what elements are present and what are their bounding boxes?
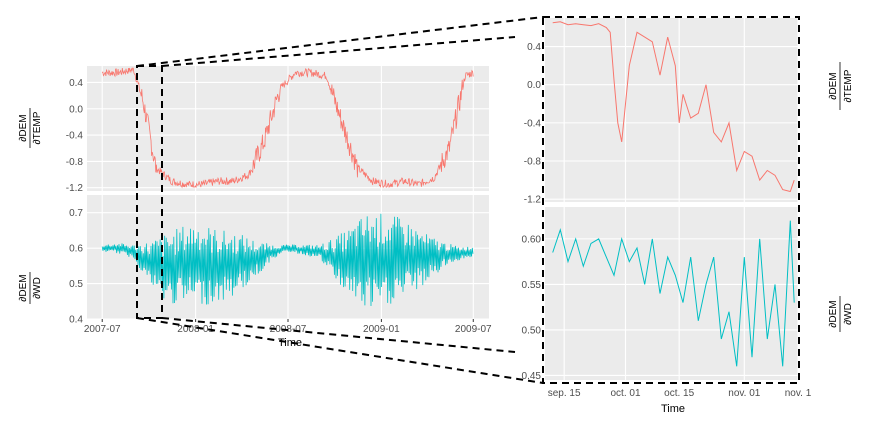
y-tick-label: 0.7 <box>69 208 83 219</box>
zoom-line-top-2 <box>161 36 516 67</box>
y-tick-label: 0.55 <box>522 280 542 291</box>
left-temp-y-ticks: 0.4 0.0 -0.4 -0.8 -1.2 <box>66 78 84 194</box>
right-x-axis-title: Time <box>661 403 685 415</box>
y-tick-label: 0.4 <box>69 78 83 89</box>
y-tick-label: 0.4 <box>69 315 83 326</box>
left-temp-y-label-denominator: ∂TEMP <box>32 111 43 144</box>
y-tick-label: 0.6 <box>69 244 83 255</box>
right-wd-y-ticks: 0.60 0.55 0.50 0.45 <box>522 234 542 382</box>
x-tick-label: nov. 01 <box>728 388 760 399</box>
left-wd-y-label-denominator: ∂WD <box>32 277 43 299</box>
left-wd-y-ticks: 0.7 0.6 0.5 0.4 <box>69 208 83 325</box>
left-temp-gridlines <box>87 66 489 191</box>
zoom-connector <box>136 16 800 384</box>
zoom-region-box <box>136 65 163 319</box>
x-tick-label: sep. 15 <box>548 388 581 399</box>
x-tick-label: nov. 1 <box>785 388 812 399</box>
y-tick-label: -1.2 <box>524 195 542 206</box>
right-x-ticks: sep. 15 oct. 01 oct. 15 nov. 01 nov. 1 <box>548 388 812 399</box>
y-tick-label: 0.5 <box>69 279 83 290</box>
right-temp-y-label: ∂DEM ∂TEMP <box>828 62 854 110</box>
right-wd-panel-bg <box>545 207 798 380</box>
y-tick-label: 0.0 <box>69 104 83 115</box>
left-temp-y-label-numerator: ∂DEM <box>18 114 29 141</box>
temp-series-line <box>552 21 795 193</box>
right-wd-y-label-denominator: ∂WD <box>843 303 854 325</box>
right-wd-y-label: ∂DEM ∂WD <box>828 296 854 332</box>
left-x-axis-title: Time <box>278 337 302 349</box>
right-temp-y-label-numerator: ∂DEM <box>828 72 839 99</box>
y-tick-label: 0.60 <box>522 234 542 245</box>
right-chart: 0.4 0.0 -0.4 -0.8 -1.2 0.60 0.55 0.50 0.45 sep.… <box>522 18 854 415</box>
left-wd-y-label: ∂DEM ∂WD <box>18 272 43 304</box>
left-wd-y-label-numerator: ∂DEM <box>18 274 29 301</box>
zoom-target-box <box>542 16 800 384</box>
left-temp-y-label: ∂DEM ∂TEMP <box>18 108 43 148</box>
temp-series-line <box>101 67 474 189</box>
y-tick-label: 0.4 <box>527 42 541 53</box>
x-tick-label: 2008-01 <box>177 324 214 335</box>
y-tick-label: -0.4 <box>66 131 84 142</box>
zoom-line-bottom-1 <box>136 317 544 384</box>
right-temp-line <box>552 21 795 193</box>
left-temp-line <box>101 67 474 189</box>
y-tick-label: -0.8 <box>524 157 542 168</box>
y-tick-label: 0.0 <box>527 80 541 91</box>
right-temp-panel-bg <box>545 18 798 202</box>
y-tick-label: -1.2 <box>66 183 84 194</box>
left-x-ticks: 2007-07 2008-01 2008-07 2009-01 2009-07 <box>84 319 492 335</box>
x-tick-label: 2009-01 <box>363 324 400 335</box>
x-tick-label: 2009-07 <box>455 324 492 335</box>
x-tick-label: oct. 15 <box>664 388 694 399</box>
left-chart: 0.4 0.0 -0.4 -0.8 -1.2 0.7 0.6 0.5 0.4 2007-07 2… <box>18 66 492 349</box>
left-wd-line <box>101 213 474 307</box>
right-temp-y-label-denominator: ∂TEMP <box>843 69 854 102</box>
wd-series-line <box>552 220 795 367</box>
y-tick-label: -0.8 <box>66 157 84 168</box>
right-wd-y-label-numerator: ∂DEM <box>828 300 839 327</box>
wd-series-line <box>101 213 474 307</box>
right-wd-line <box>552 220 795 367</box>
zoom-line-top-1 <box>136 16 544 67</box>
y-tick-label: 0.45 <box>522 371 542 382</box>
x-tick-label: oct. 01 <box>610 388 640 399</box>
right-temp-y-ticks: 0.4 0.0 -0.4 -0.8 -1.2 <box>524 42 542 206</box>
y-tick-label: -0.4 <box>524 118 542 129</box>
x-tick-label: 2007-07 <box>84 324 121 335</box>
y-tick-label: 0.50 <box>522 325 542 336</box>
